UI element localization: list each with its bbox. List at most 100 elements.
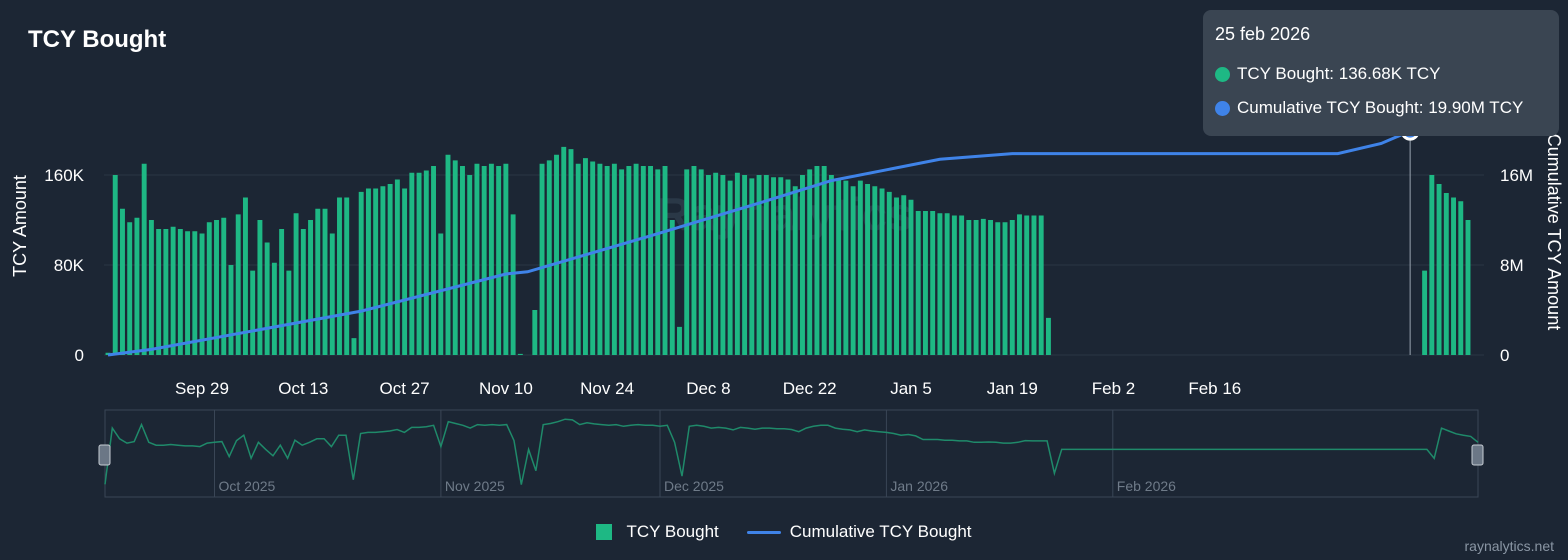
bar[interactable]: [1436, 184, 1442, 355]
bar[interactable]: [807, 169, 813, 356]
bar[interactable]: [944, 213, 950, 355]
bar[interactable]: [648, 166, 654, 355]
bar[interactable]: [503, 163, 509, 355]
bar[interactable]: [532, 310, 538, 355]
bar[interactable]: [980, 218, 986, 356]
bar[interactable]: [771, 177, 776, 355]
bar[interactable]: [763, 175, 769, 355]
bar[interactable]: [300, 229, 306, 355]
bar[interactable]: [177, 229, 183, 355]
bar[interactable]: [264, 242, 270, 356]
bar[interactable]: [800, 175, 805, 355]
bar[interactable]: [850, 186, 856, 355]
bar[interactable]: [141, 163, 147, 355]
bar[interactable]: [749, 178, 755, 356]
bar[interactable]: [821, 166, 827, 355]
bar[interactable]: [134, 217, 140, 355]
bar[interactable]: [394, 179, 400, 356]
bar[interactable]: [423, 170, 429, 356]
bar[interactable]: [879, 188, 885, 356]
bar[interactable]: [1017, 214, 1022, 356]
bar[interactable]: [720, 175, 726, 355]
bar[interactable]: [452, 160, 458, 356]
bar[interactable]: [640, 166, 646, 355]
bar[interactable]: [778, 177, 784, 355]
bar[interactable]: [206, 222, 212, 355]
bar[interactable]: [626, 166, 632, 355]
bar[interactable]: [156, 229, 162, 355]
bar[interactable]: [872, 186, 878, 355]
bar[interactable]: [792, 186, 798, 355]
bar[interactable]: [1038, 215, 1044, 356]
bar[interactable]: [474, 163, 480, 355]
bar[interactable]: [604, 166, 610, 355]
bar[interactable]: [669, 220, 675, 355]
bar[interactable]: [546, 160, 552, 356]
bar[interactable]: [597, 163, 603, 355]
bar[interactable]: [966, 220, 972, 355]
navigator-right-handle[interactable]: [1471, 444, 1484, 466]
bar[interactable]: [756, 175, 762, 355]
bar[interactable]: [886, 191, 892, 356]
bar[interactable]: [684, 169, 690, 356]
bar[interactable]: [481, 166, 487, 355]
bar[interactable]: [951, 215, 957, 356]
bar[interactable]: [409, 172, 415, 355]
bar[interactable]: [460, 166, 465, 355]
bar[interactable]: [742, 175, 748, 355]
bar[interactable]: [416, 172, 422, 355]
bar[interactable]: [655, 169, 661, 356]
bar[interactable]: [828, 175, 834, 355]
bar[interactable]: [293, 213, 299, 355]
bar[interactable]: [467, 175, 473, 355]
bar[interactable]: [271, 262, 277, 355]
bar[interactable]: [185, 231, 191, 355]
bar[interactable]: [568, 149, 574, 356]
bar[interactable]: [988, 220, 994, 355]
bar[interactable]: [387, 184, 393, 355]
bar[interactable]: [127, 222, 133, 355]
bar[interactable]: [713, 172, 719, 355]
bar[interactable]: [329, 233, 335, 356]
bar[interactable]: [257, 220, 263, 355]
bar[interactable]: [843, 180, 849, 356]
bar[interactable]: [973, 220, 979, 355]
bar[interactable]: [214, 220, 219, 355]
bar[interactable]: [705, 175, 711, 355]
bar[interactable]: [1002, 222, 1008, 355]
bar[interactable]: [633, 163, 639, 355]
bar[interactable]: [727, 180, 733, 356]
bar[interactable]: [438, 233, 444, 356]
bar[interactable]: [894, 197, 899, 356]
bar[interactable]: [488, 163, 494, 355]
bar[interactable]: [857, 180, 863, 356]
bar[interactable]: [539, 163, 545, 355]
bar[interactable]: [286, 270, 292, 356]
bar[interactable]: [120, 208, 125, 355]
bar[interactable]: [517, 353, 523, 356]
navigator-left-handle[interactable]: [98, 444, 111, 466]
bar[interactable]: [380, 186, 386, 355]
bar[interactable]: [814, 166, 820, 355]
bar[interactable]: [734, 172, 740, 355]
bar[interactable]: [235, 214, 241, 356]
bar[interactable]: [1045, 317, 1051, 356]
bar[interactable]: [170, 226, 176, 355]
bar[interactable]: [619, 169, 625, 356]
bar[interactable]: [496, 166, 502, 355]
bar[interactable]: [365, 188, 371, 356]
bar[interactable]: [445, 154, 451, 355]
bar[interactable]: [1009, 220, 1015, 355]
bar[interactable]: [308, 220, 314, 355]
bar[interactable]: [221, 217, 227, 355]
bar[interactable]: [937, 213, 943, 355]
bar[interactable]: [1422, 270, 1428, 356]
bar[interactable]: [242, 197, 248, 356]
bar[interactable]: [995, 222, 1001, 355]
bar[interactable]: [112, 175, 118, 355]
bar[interactable]: [315, 208, 321, 355]
legend-item-bought[interactable]: TCY Bought: [596, 522, 719, 542]
bar[interactable]: [662, 166, 668, 355]
bar[interactable]: [611, 163, 617, 355]
bar[interactable]: [1024, 215, 1030, 356]
